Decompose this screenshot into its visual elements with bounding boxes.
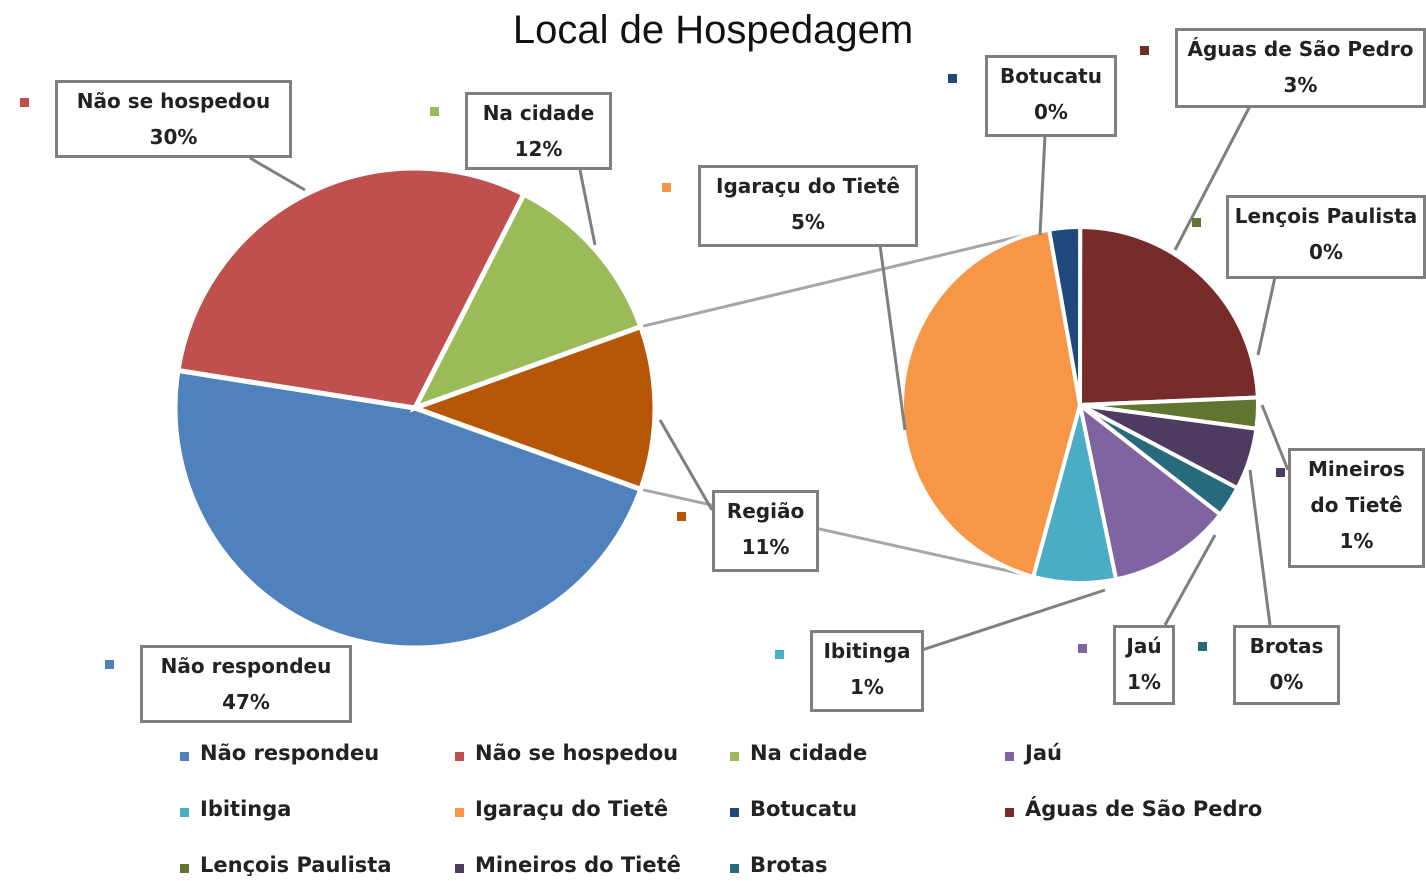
chart-title: Local de Hospedagem: [512, 8, 914, 52]
label-marker: [105, 660, 114, 669]
label-name: Na cidade: [482, 101, 595, 125]
data-label: Não se hospedou 30%: [55, 80, 292, 158]
legend-label: Não respondeu: [200, 741, 380, 765]
legend-label: Brotas: [750, 853, 828, 877]
label-marker: [1198, 642, 1207, 651]
label-marker: [1140, 46, 1149, 55]
data-label: Mineiros do Tietê 1%: [1288, 448, 1425, 568]
leader-line: [1038, 134, 1047, 236]
legend-label: Mineiros do Tietê: [475, 853, 681, 877]
leader-line: [1260, 404, 1290, 471]
label-name: Brotas: [1249, 634, 1324, 658]
legend-marker: [455, 864, 464, 873]
leader-line: [249, 156, 306, 192]
leader-line: [1173, 105, 1252, 251]
leader-line: [921, 588, 1106, 652]
pie-slice: [900, 227, 1083, 580]
label-marker: [948, 74, 957, 83]
label-value: 1%: [1339, 529, 1374, 553]
data-label: Jaú 1%: [1113, 625, 1175, 705]
label-value: 11%: [741, 535, 790, 559]
legend-marker: [180, 864, 189, 873]
legend-label: Águas de São Pedro: [1025, 797, 1263, 821]
leader-line: [658, 419, 714, 511]
label-name: Águas de São Pedro: [1187, 37, 1414, 61]
label-name: Jaú: [1126, 634, 1162, 658]
label-marker: [1192, 218, 1201, 227]
pie-slice: [1077, 224, 1260, 408]
data-label: Águas de São Pedro 3%: [1175, 28, 1426, 108]
leader-line: [578, 169, 597, 246]
label-name: Região: [726, 499, 805, 523]
label-marker: [1078, 644, 1087, 653]
legend-marker: [730, 864, 739, 873]
label-value: 30%: [149, 125, 198, 149]
label-name: Botucatu: [1000, 64, 1102, 88]
legend-label: Lençois Paulista: [200, 853, 392, 877]
leader-line: [1256, 276, 1277, 356]
label-value: 0%: [1034, 100, 1068, 124]
legend-marker: [180, 808, 189, 817]
label-value: 0%: [1309, 240, 1343, 264]
label-marker: [1276, 468, 1285, 477]
label-name: Mineiros do Tietê: [1308, 457, 1405, 517]
label-name: Lençois Paulista: [1234, 204, 1418, 228]
label-value: 1%: [1127, 670, 1161, 694]
data-label: Igaraçu do Tietê 5%: [698, 165, 918, 247]
label-marker: [775, 650, 784, 659]
legend-label: Igaraçu do Tietê: [475, 797, 669, 821]
legend-marker: [180, 752, 189, 761]
legend-label: Botucatu: [750, 797, 858, 821]
pie-slice: [172, 367, 645, 651]
pie-slice: [409, 190, 645, 413]
label-value: 0%: [1269, 670, 1304, 694]
pie-slice: [407, 323, 658, 493]
leader-line: [1248, 469, 1272, 626]
legend-marker: [455, 808, 464, 817]
legend-marker: [1005, 752, 1014, 761]
label-name: Ibitinga: [823, 639, 911, 663]
label-name: Não respondeu: [160, 654, 332, 678]
data-label: Região 11%: [712, 490, 819, 572]
pie-slice: [1078, 403, 1241, 518]
data-label: Na cidade 12%: [465, 92, 612, 170]
label-name: Não se hospedou: [76, 89, 271, 113]
leader-line: [1163, 534, 1217, 626]
label-value: 5%: [791, 210, 825, 234]
label-value: 1%: [850, 675, 884, 699]
label-value: 47%: [222, 690, 270, 714]
data-label: Brotas 0%: [1233, 625, 1340, 705]
label-marker: [20, 98, 29, 107]
data-label: Botucatu 0%: [985, 55, 1117, 137]
legend-label: Na cidade: [750, 741, 868, 765]
data-label: Lençois Paulista 0%: [1226, 195, 1426, 279]
legend-marker: [730, 808, 739, 817]
connector-line: [640, 487, 1029, 577]
pie-slice: [1076, 400, 1224, 582]
legend-marker: [730, 752, 739, 761]
leader-line: [878, 244, 907, 431]
legend-label: Não se hospedou: [475, 741, 679, 765]
data-label: Ibitinga 1%: [810, 630, 924, 712]
label-value: 12%: [514, 137, 563, 161]
label-marker: [677, 512, 686, 521]
pie-slice: [175, 165, 528, 411]
data-label: Não respondeu 47%: [140, 645, 352, 723]
legend-marker: [1005, 808, 1014, 817]
label-value: 3%: [1283, 73, 1318, 97]
legend-label: Ibitinga: [200, 797, 292, 821]
connector-line: [640, 231, 1035, 329]
label-marker: [430, 107, 439, 116]
legend-marker: [455, 752, 464, 761]
label-marker: [662, 183, 671, 192]
label-name: Igaraçu do Tietê: [716, 174, 900, 198]
legend-label: Jaú: [1025, 741, 1062, 765]
